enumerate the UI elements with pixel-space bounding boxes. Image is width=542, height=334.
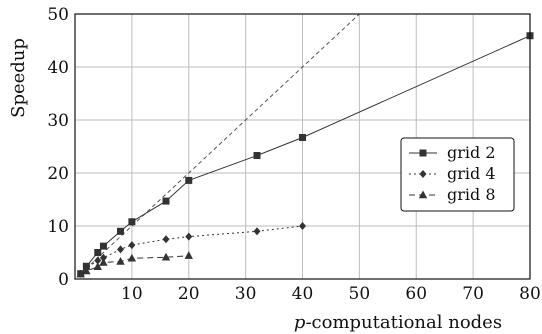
data-point bbox=[99, 258, 108, 266]
plot-frame bbox=[74, 13, 531, 280]
data-point bbox=[99, 242, 107, 250]
x-tick-label: 10 bbox=[121, 284, 143, 304]
data-point bbox=[185, 232, 193, 241]
data-point bbox=[299, 222, 306, 230]
x-tick-label: 60 bbox=[405, 284, 427, 304]
ideal-speedup-line-path bbox=[80, 14, 360, 275]
legend-box bbox=[400, 137, 515, 212]
legend-label: grid 2 bbox=[447, 143, 496, 162]
x-axis-label: p-computational nodes bbox=[294, 312, 502, 333]
data-point bbox=[117, 245, 124, 254]
data-point bbox=[117, 227, 124, 235]
series-grid-8 bbox=[76, 251, 193, 278]
data-point bbox=[127, 253, 137, 262]
data-point bbox=[162, 197, 170, 205]
data-point bbox=[76, 269, 85, 278]
x-tick-label: 30 bbox=[235, 284, 257, 304]
data-point bbox=[128, 218, 136, 226]
legend-marker bbox=[419, 170, 427, 178]
series-line bbox=[80, 255, 189, 275]
x-axis-label-text: -computational nodes bbox=[305, 312, 502, 333]
data-point bbox=[161, 252, 171, 261]
y-tick-label: 40 bbox=[47, 58, 69, 78]
data-point bbox=[93, 262, 102, 271]
legend-marker bbox=[418, 190, 428, 199]
x-tick-label: 20 bbox=[178, 284, 200, 304]
x-tick-label: 80 bbox=[519, 284, 541, 304]
series-line bbox=[80, 225, 303, 275]
data-point bbox=[253, 227, 261, 236]
legend-marker bbox=[419, 149, 427, 157]
legend-label: grid 4 bbox=[447, 164, 496, 183]
y-tick-label: 50 bbox=[47, 5, 69, 25]
data-point bbox=[299, 133, 306, 141]
legend: grid 2 grid 4 grid 8 bbox=[400, 137, 515, 212]
data-point bbox=[82, 266, 91, 275]
x-axis-label-variable: p bbox=[294, 312, 306, 333]
y-axis-label: Speedup bbox=[8, 38, 29, 118]
x-tick-label: 70 bbox=[462, 284, 484, 304]
legend-label: grid 8 bbox=[447, 185, 496, 204]
y-tick-label: 30 bbox=[47, 111, 69, 131]
y-tick-label: 0 bbox=[58, 270, 69, 290]
data-point bbox=[116, 257, 125, 265]
x-tick-label: 50 bbox=[349, 284, 371, 304]
data-point bbox=[185, 176, 193, 184]
series-grid-4 bbox=[77, 222, 306, 278]
data-point bbox=[162, 235, 170, 244]
data-point bbox=[253, 152, 261, 160]
x-tick-label: 40 bbox=[292, 284, 314, 304]
data-point bbox=[94, 256, 102, 265]
y-tick-label: 20 bbox=[47, 164, 69, 184]
ideal-speedup-line bbox=[80, 14, 360, 275]
series-layer bbox=[76, 32, 534, 278]
data-point bbox=[99, 253, 107, 262]
data-point bbox=[94, 249, 102, 256]
data-point bbox=[184, 251, 193, 259]
tick-labels: 10 20 30 40 50 60 70 80 0 10 20 30 40 50 bbox=[47, 5, 540, 304]
data-point bbox=[128, 241, 136, 250]
y-tick-label: 10 bbox=[47, 217, 69, 237]
